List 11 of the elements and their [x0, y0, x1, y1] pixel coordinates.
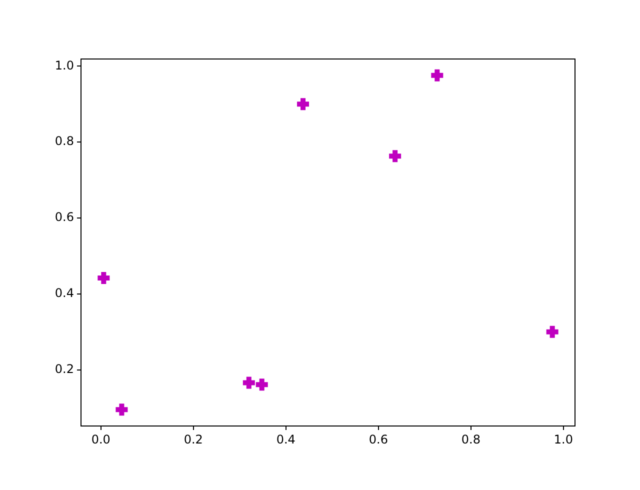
y-tick-label: 0.2 [54, 362, 74, 376]
x-tick-label: 1.0 [554, 432, 573, 446]
x-tick-label: 0.8 [461, 432, 480, 446]
x-tick-label: 0.2 [184, 432, 203, 446]
y-tick-label: 1.0 [54, 58, 74, 72]
x-tick-label: 0.4 [276, 432, 296, 446]
y-tick-label: 0.8 [54, 134, 74, 148]
x-tick-label: 0.6 [368, 432, 388, 446]
x-tick-label: 0.0 [91, 432, 110, 446]
y-tick-label: 0.6 [54, 210, 74, 224]
y-tick-label: 0.4 [54, 286, 74, 300]
